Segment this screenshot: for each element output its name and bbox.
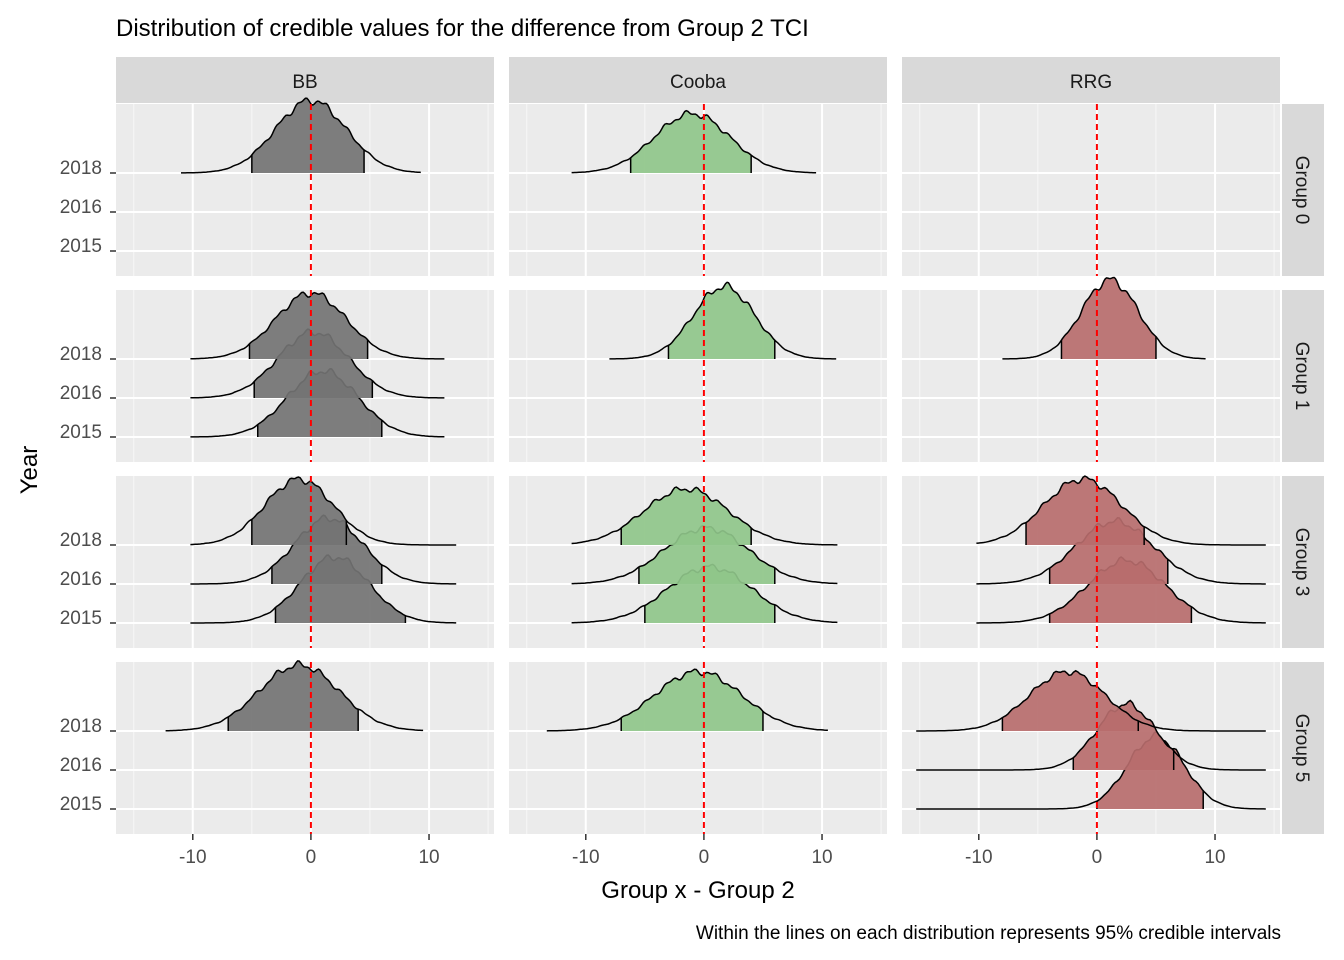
ridge-fill-group-3-bb-2016 <box>271 515 382 584</box>
y-tick-label-2018: 2018 <box>60 344 102 365</box>
row-strip-label-group-3: Group 3 <box>1291 528 1312 597</box>
ridge-fill-group-0-cooba-2018 <box>630 110 752 173</box>
ridge-line-group-0-cooba-2018 <box>571 109 817 174</box>
ridge-line-group-1-bb-2018 <box>190 291 445 360</box>
ridge-line-group-5-rrg-2016 <box>916 699 1266 771</box>
y-tick-label-2018: 2018 <box>60 158 102 179</box>
ridge-fill-group-1-bb-2015 <box>257 368 382 437</box>
ridge-fill-group-5-rrg-2018 <box>1002 670 1139 731</box>
x-tick-label: 0 <box>1092 847 1103 868</box>
y-tick-label-2016: 2016 <box>60 755 102 776</box>
ridge-fill-group-1-rrg-2018 <box>1061 277 1156 359</box>
ridge-fill-group-3-rrg-2018 <box>1026 476 1145 545</box>
column-strip-label-cooba: Cooba <box>670 72 726 93</box>
y-tick-label-2016: 2016 <box>60 383 102 404</box>
y-axis-title: Year <box>16 446 43 495</box>
ridge-line-group-5-rrg-2015 <box>916 731 1266 810</box>
ridge-fill-group-3-rrg-2015 <box>1049 557 1192 623</box>
x-tick-label: 10 <box>1204 847 1225 868</box>
column-strip-bb <box>116 57 494 103</box>
facet-panels: BB Cooba RRG Group 0 2018 2016 2015 Group 1 2018… <box>60 57 1324 868</box>
ridge-fill-group-1-cooba-2018 <box>668 282 775 359</box>
x-tick-label: -10 <box>965 847 992 868</box>
row-strip-label-group-0: Group 0 <box>1291 156 1312 225</box>
ridge-fill-group-3-cooba-2016 <box>638 525 775 584</box>
ridge-line-group-5-cooba-2018 <box>546 668 828 732</box>
x-tick-label: 0 <box>699 847 710 868</box>
ridge-fill-group-5-rrg-2016 <box>1073 700 1174 770</box>
row-strip-group-1 <box>1282 290 1324 462</box>
y-tick-label-2015: 2015 <box>60 236 102 257</box>
y-tick-label-2015: 2015 <box>60 422 102 443</box>
panel-group-0-rrg <box>902 104 1280 276</box>
y-tick-label-2018: 2018 <box>60 716 102 737</box>
y-tick-label-2018: 2018 <box>60 530 102 551</box>
ridge-line-group-3-bb-2018 <box>190 476 457 546</box>
ridge-fill-group-1-bb-2016 <box>254 329 373 398</box>
column-strip-label-rrg: RRG <box>1070 72 1112 93</box>
row-strip-label-group-5: Group 5 <box>1291 714 1312 783</box>
chart-title: Distribution of credible values for the … <box>116 15 809 42</box>
ridge-line-group-3-rrg-2018 <box>976 475 1266 546</box>
row-strip-group-5 <box>1282 662 1324 834</box>
x-tick-label: 10 <box>811 847 832 868</box>
column-strip-label-bb: BB <box>292 72 317 93</box>
x-tick-label: 0 <box>306 847 317 868</box>
x-tick-label: -10 <box>572 847 599 868</box>
row-strip-label-group-1: Group 1 <box>1291 342 1312 411</box>
y-tick-label-2015: 2015 <box>60 608 102 629</box>
y-tick-label-2016: 2016 <box>60 197 102 218</box>
ridge-line-group-0-bb-2018 <box>181 97 421 174</box>
x-axis-title: Group x - Group 2 <box>601 877 794 904</box>
ridge-line-group-1-rrg-2018 <box>1002 276 1206 360</box>
y-tick-label-2016: 2016 <box>60 569 102 590</box>
y-tick-label-2015: 2015 <box>60 794 102 815</box>
row-strip-group-0 <box>1282 104 1324 276</box>
column-strip-rrg <box>902 57 1280 103</box>
ridge-line-group-1-cooba-2018 <box>609 281 837 360</box>
ridge-line-group-5-bb-2018 <box>165 660 424 732</box>
x-tick-label: 10 <box>418 847 439 868</box>
ridge-fill-group-3-bb-2015 <box>275 555 406 623</box>
ridge-line-group-3-cooba-2018 <box>571 486 838 546</box>
x-tick-label: -10 <box>179 847 206 868</box>
ridge-fill-group-0-bb-2018 <box>251 98 365 173</box>
chart-caption: Within the lines on each distribution re… <box>696 923 1281 944</box>
ridge-fill-group-3-cooba-2015 <box>644 564 775 623</box>
column-strip-cooba <box>509 57 887 103</box>
row-strip-group-3 <box>1282 476 1324 648</box>
ridge-line-group-5-rrg-2018 <box>916 669 1266 732</box>
ridge-fill-group-1-bb-2018 <box>249 292 368 359</box>
